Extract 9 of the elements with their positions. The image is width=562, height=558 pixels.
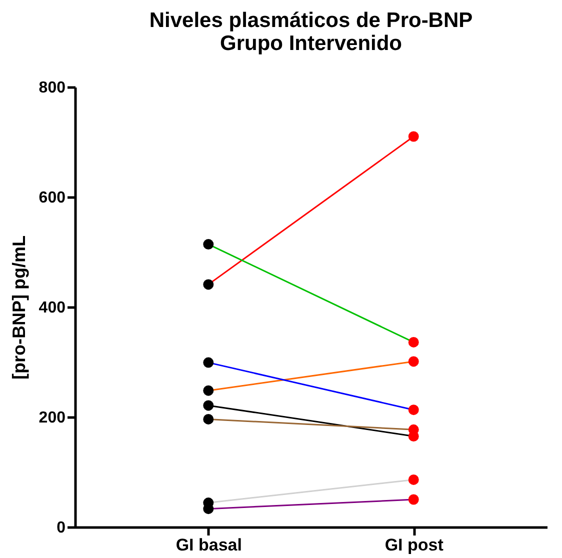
y-tick-label: 600 [38, 190, 66, 206]
y-tick-label: 800 [38, 80, 66, 96]
x-tick-label: GI post [384, 536, 444, 554]
y-tick-label: 200 [38, 410, 66, 426]
y-tick-label: 400 [38, 300, 66, 316]
chart-title: Niveles plasmáticos de Pro-BNP Grupo Intervenido [149, 9, 473, 55]
x-tick-label: GI basal [176, 536, 242, 554]
y-axis-title: [pro-BNP] pg/mL [8, 236, 29, 380]
y-tick-label: 0 [56, 520, 66, 536]
